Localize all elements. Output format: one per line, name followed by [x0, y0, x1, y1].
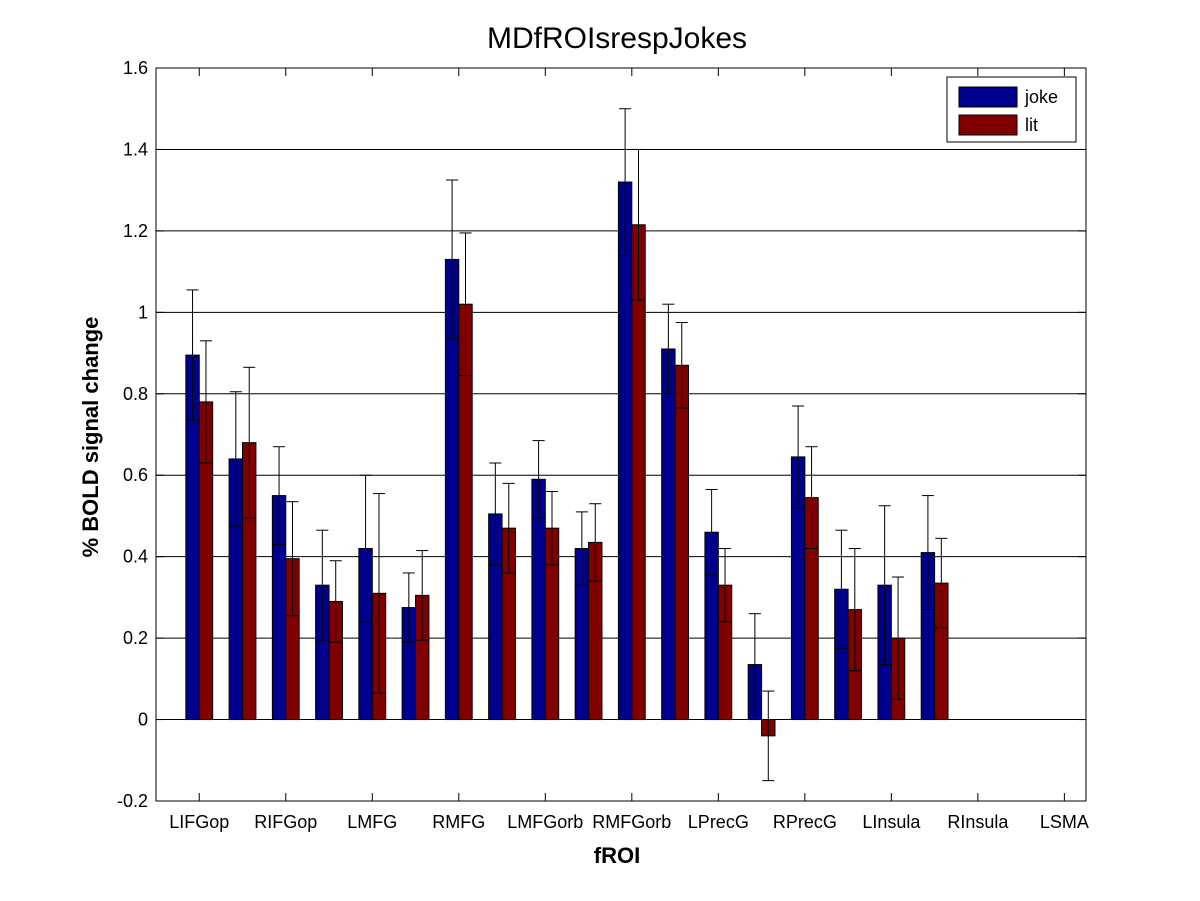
legend-swatch-joke	[958, 86, 1018, 108]
legend: joke lit	[946, 76, 1077, 143]
y-tick-label: 1.4	[123, 139, 148, 159]
legend-label-joke: joke	[1024, 87, 1058, 107]
x-tick-label: LMFG	[347, 812, 397, 832]
y-tick-label: 0.6	[123, 465, 148, 485]
y-axis: -0.2 0 0.2 0.4 0.6 0.8 1 1.2 1.4 1.6	[117, 58, 1086, 811]
y-tick-label: 1.6	[123, 58, 148, 78]
x-tick-label: RPrecG	[773, 812, 837, 832]
plot-frame	[155, 67, 1087, 802]
bar-joke	[617, 181, 633, 721]
chart-title: MDfROIsrespJokes	[487, 22, 747, 55]
y-tick-label: 0.8	[123, 384, 148, 404]
error-bars	[186, 108, 948, 782]
x-tick-label: LIFGop	[169, 812, 229, 832]
bar-lit	[674, 364, 689, 721]
bar-joke	[661, 348, 676, 721]
y-tick-label: 0	[138, 710, 148, 730]
y-tick-label: 1.2	[123, 221, 148, 241]
x-tick-label: LSMA	[1040, 812, 1089, 832]
y-tick-label: 0.2	[123, 628, 148, 648]
bar-series	[185, 181, 949, 737]
y-tick-label: 1	[138, 302, 148, 322]
x-tick-label: RInsula	[947, 812, 1009, 832]
y-axis-label: % BOLD signal change	[78, 317, 103, 558]
y-tick-label: 0.4	[123, 547, 148, 567]
x-tick-label: RMFGorb	[592, 812, 671, 832]
x-tick-label: LInsula	[862, 812, 921, 832]
x-tick-label: RMFG	[432, 812, 485, 832]
x-tick-label: LPrecG	[688, 812, 749, 832]
x-tick-label: RIFGop	[254, 812, 317, 832]
x-axis: LIFGop RIFGop LMFG RMFG LMFGorb RMFGorb LPrecG…	[169, 68, 1089, 832]
x-axis-label: fROI	[594, 843, 640, 868]
legend-label-lit: lit	[1025, 115, 1038, 135]
y-tick-label: -0.2	[117, 791, 148, 811]
legend-swatch-lit	[958, 114, 1018, 136]
x-tick-label: LMFGorb	[507, 812, 583, 832]
